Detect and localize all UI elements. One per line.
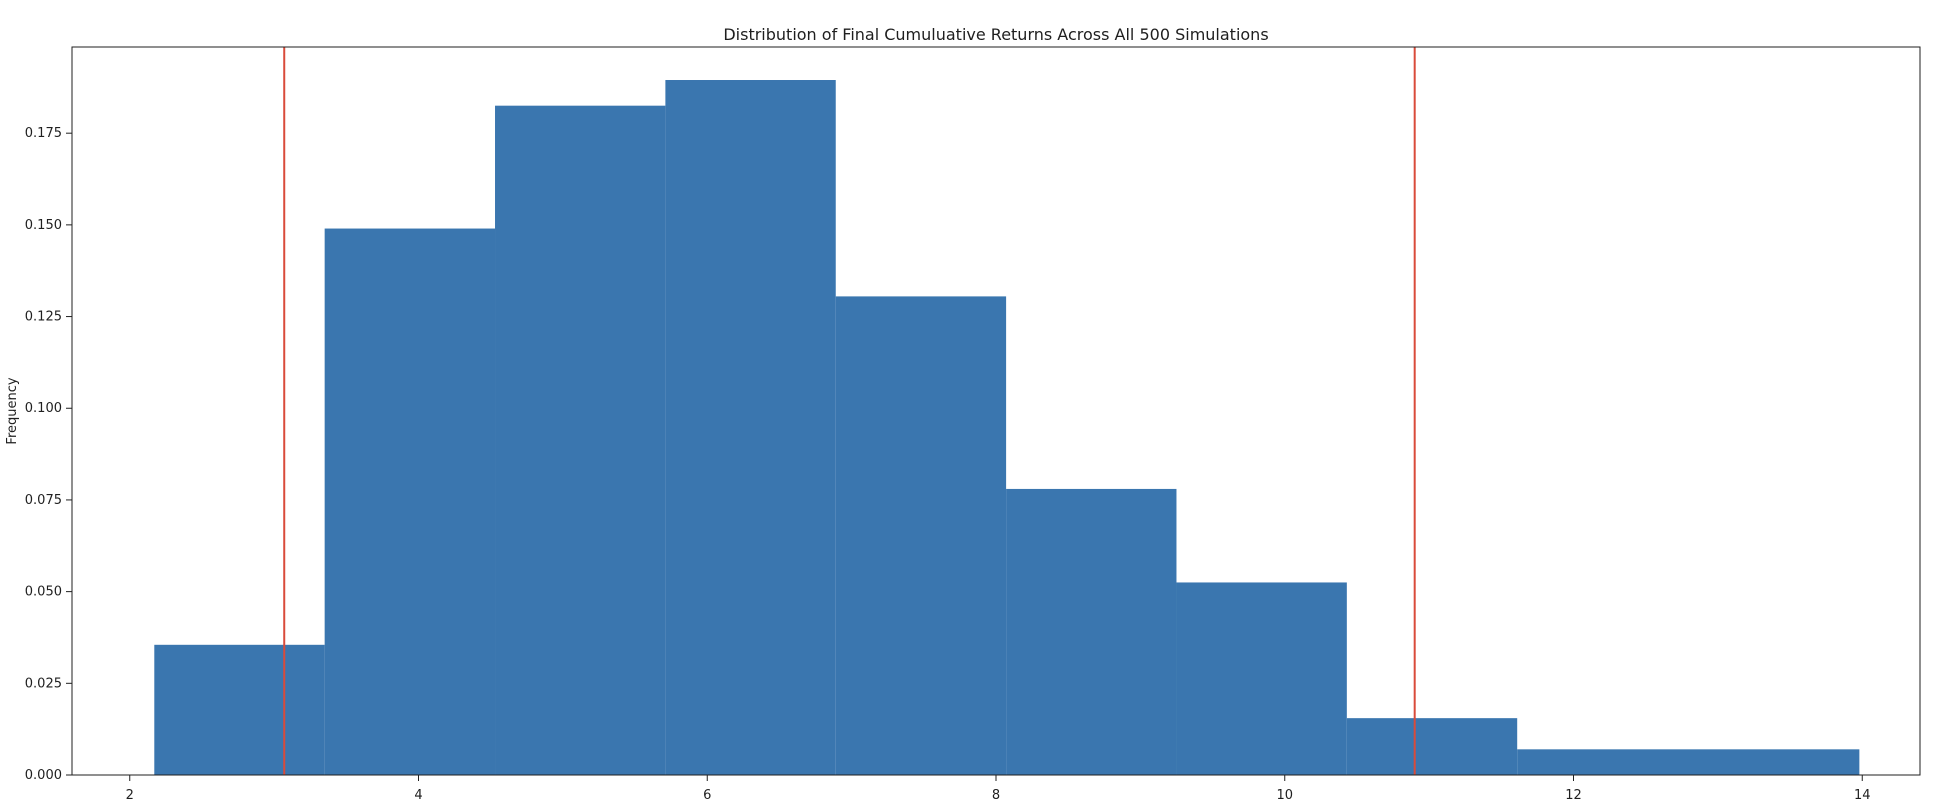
histogram-bar-6 bbox=[1006, 488, 1177, 775]
y-tick-label-3: 0.050 bbox=[25, 585, 62, 600]
histogram-bar-2 bbox=[324, 228, 496, 775]
y-tick-label-8: 0.175 bbox=[25, 126, 62, 141]
x-tick-label-6: 12 bbox=[1565, 788, 1582, 803]
chart-title: Distribution of Final Cumuluative Return… bbox=[723, 25, 1268, 44]
y-tick-label-1: 0.000 bbox=[25, 768, 62, 783]
x-tick-label-2: 4 bbox=[414, 788, 422, 803]
threshold-lines bbox=[283, 47, 1416, 775]
y-axis-label: Frequency bbox=[5, 377, 20, 444]
histogram-bar-5 bbox=[835, 296, 1007, 775]
x-tick-label-1: 2 bbox=[126, 788, 134, 803]
x-axis: 2 4 6 8 10 12 14 bbox=[126, 775, 1871, 803]
x-tick-label-4: 8 bbox=[992, 788, 1000, 803]
y-tick-label-4: 0.075 bbox=[25, 493, 62, 508]
y-tick-label-5: 0.100 bbox=[25, 401, 62, 416]
plot-frame bbox=[71, 46, 1921, 776]
histogram-bar-9 bbox=[1517, 749, 1860, 775]
x-tick-label-7: 14 bbox=[1854, 788, 1871, 803]
histogram-bar-4 bbox=[665, 80, 836, 775]
x-tick-label-3: 6 bbox=[703, 788, 711, 803]
histogram-bar-1 bbox=[154, 644, 325, 775]
y-tick-label-2: 0.025 bbox=[25, 676, 62, 691]
histogram-bar-3 bbox=[495, 105, 666, 775]
y-tick-label-7: 0.150 bbox=[25, 218, 62, 233]
y-tick-label-6: 0.125 bbox=[25, 310, 62, 325]
histogram-bar-7 bbox=[1176, 582, 1347, 775]
histogram-bars bbox=[154, 80, 1860, 775]
y-axis: 0.000 0.025 0.050 0.075 0.100 0.125 0.150 0.175 bbox=[25, 126, 72, 783]
histogram-bar-8 bbox=[1346, 718, 1518, 775]
x-tick-label-5: 10 bbox=[1276, 788, 1293, 803]
